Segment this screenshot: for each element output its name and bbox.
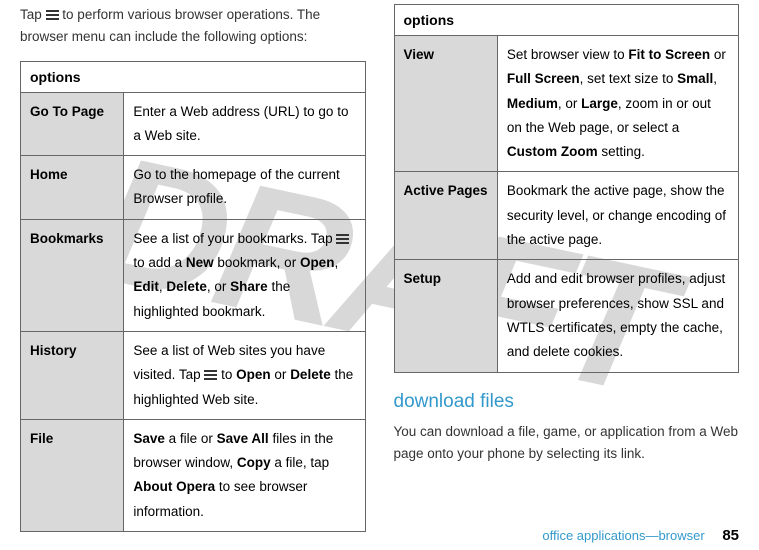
table-header: options bbox=[394, 5, 739, 36]
table-header-row: options bbox=[394, 5, 739, 36]
table-row: Setup Add and edit browser profiles, adj… bbox=[394, 260, 739, 372]
table-row: Bookmarks See a list of your bookmarks. … bbox=[21, 219, 366, 331]
row-desc: Bookmark the active page, show the secur… bbox=[497, 172, 738, 260]
row-label: History bbox=[21, 331, 124, 419]
menu-icon bbox=[336, 234, 349, 245]
bold-term: Save All bbox=[217, 431, 269, 446]
right-column: options View Set browser view to Fit to … bbox=[394, 4, 740, 532]
bold-term: Open bbox=[236, 367, 271, 382]
text: or bbox=[271, 367, 291, 382]
text: , bbox=[334, 255, 338, 270]
options-table-right: options View Set browser view to Fit to … bbox=[394, 4, 740, 373]
options-table-left: options Go To Page Enter a Web address (… bbox=[20, 61, 366, 532]
row-desc: See a list of your bookmarks. Tap to add… bbox=[124, 219, 365, 331]
text: bookmark, or bbox=[214, 255, 300, 270]
bold-term: Copy bbox=[237, 455, 271, 470]
bold-term: Medium bbox=[507, 96, 558, 111]
row-desc: Save a file or Save All files in the bro… bbox=[124, 419, 365, 531]
text: See a list of your bookmarks. Tap bbox=[133, 231, 336, 246]
row-desc: Add and edit browser profiles, adjust br… bbox=[497, 260, 738, 372]
row-label: Go To Page bbox=[21, 92, 124, 156]
download-files-body: You can download a file, game, or applic… bbox=[394, 421, 740, 466]
bold-term: New bbox=[186, 255, 214, 270]
row-label: Active Pages bbox=[394, 172, 497, 260]
table-row: Go To Page Enter a Web address (URL) to … bbox=[21, 92, 366, 156]
table-header-row: options bbox=[21, 61, 366, 92]
text: Set browser view to bbox=[507, 47, 629, 62]
page-content: Tap to perform various browser operation… bbox=[0, 0, 759, 532]
bold-term: Fit to Screen bbox=[628, 47, 710, 62]
bold-term: Share bbox=[230, 279, 268, 294]
row-label: File bbox=[21, 419, 124, 531]
row-desc: See a list of Web sites you have visited… bbox=[124, 331, 365, 419]
row-label: Bookmarks bbox=[21, 219, 124, 331]
left-column: Tap to perform various browser operation… bbox=[20, 4, 366, 532]
table-row: Active Pages Bookmark the active page, s… bbox=[394, 172, 739, 260]
text: setting. bbox=[598, 144, 645, 159]
menu-icon bbox=[204, 370, 217, 381]
row-desc: Enter a Web address (URL) to go to a Web… bbox=[124, 92, 365, 156]
row-label: Home bbox=[21, 156, 124, 220]
bold-term: Open bbox=[300, 255, 335, 270]
download-files-heading: download files bbox=[394, 391, 740, 413]
bold-term: Save bbox=[133, 431, 165, 446]
bold-term: Small bbox=[677, 71, 713, 86]
row-desc: Set browser view to Fit to Screen or Ful… bbox=[497, 36, 738, 172]
table-row: Home Go to the homepage of the current B… bbox=[21, 156, 366, 220]
text: , bbox=[713, 71, 717, 86]
row-label: Setup bbox=[394, 260, 497, 372]
text: or bbox=[710, 47, 726, 62]
intro-text: Tap to perform various browser operation… bbox=[20, 4, 366, 49]
bold-term: Delete bbox=[166, 279, 207, 294]
bold-term: Edit bbox=[133, 279, 159, 294]
bold-term: Custom Zoom bbox=[507, 144, 598, 159]
bold-term: About Opera bbox=[133, 479, 215, 494]
text: to add a bbox=[133, 255, 186, 270]
table-row: View Set browser view to Fit to Screen o… bbox=[394, 36, 739, 172]
text: to bbox=[217, 367, 236, 382]
menu-icon bbox=[46, 10, 59, 21]
intro-post: to perform various browser operations. T… bbox=[20, 7, 320, 44]
intro-pre: Tap bbox=[20, 7, 46, 22]
table-row: File Save a file or Save All files in th… bbox=[21, 419, 366, 531]
bold-term: Full Screen bbox=[507, 71, 580, 86]
table-row: History See a list of Web sites you have… bbox=[21, 331, 366, 419]
row-label: View bbox=[394, 36, 497, 172]
bold-term: Large bbox=[581, 96, 618, 111]
table-header: options bbox=[21, 61, 366, 92]
text: , set text size to bbox=[580, 71, 678, 86]
text: a file or bbox=[165, 431, 217, 446]
text: a file, tap bbox=[271, 455, 330, 470]
text: , or bbox=[558, 96, 581, 111]
bold-term: Delete bbox=[290, 367, 331, 382]
text: , or bbox=[207, 279, 230, 294]
row-desc: Go to the homepage of the current Browse… bbox=[124, 156, 365, 220]
